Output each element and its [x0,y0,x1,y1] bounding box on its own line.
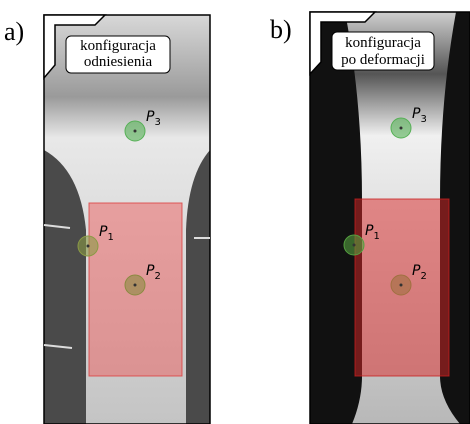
panel-label: b) [270,15,292,44]
image-b [310,12,470,424]
point-index: 3 [154,117,160,128]
point-index: 1 [373,231,379,242]
image-a [44,15,210,424]
point-center [400,284,403,287]
point-index: 2 [154,271,160,282]
point-center [400,127,403,130]
point-index: 2 [420,271,426,282]
panel-label: a) [4,17,24,46]
point-center [87,245,90,248]
caption-line: odniesienia [84,54,153,70]
point-center [353,244,356,247]
caption-line: po deformacji [341,52,425,68]
point-center [134,130,137,133]
point-index: 3 [420,114,426,125]
caption-line: konfiguracja [80,38,156,54]
point-center [134,284,137,287]
point-index: 1 [107,232,113,243]
caption-line: konfiguracja [345,35,421,51]
figure: a)konfiguracjaodniesieniaP3P1P2b)konfigu… [0,0,470,424]
